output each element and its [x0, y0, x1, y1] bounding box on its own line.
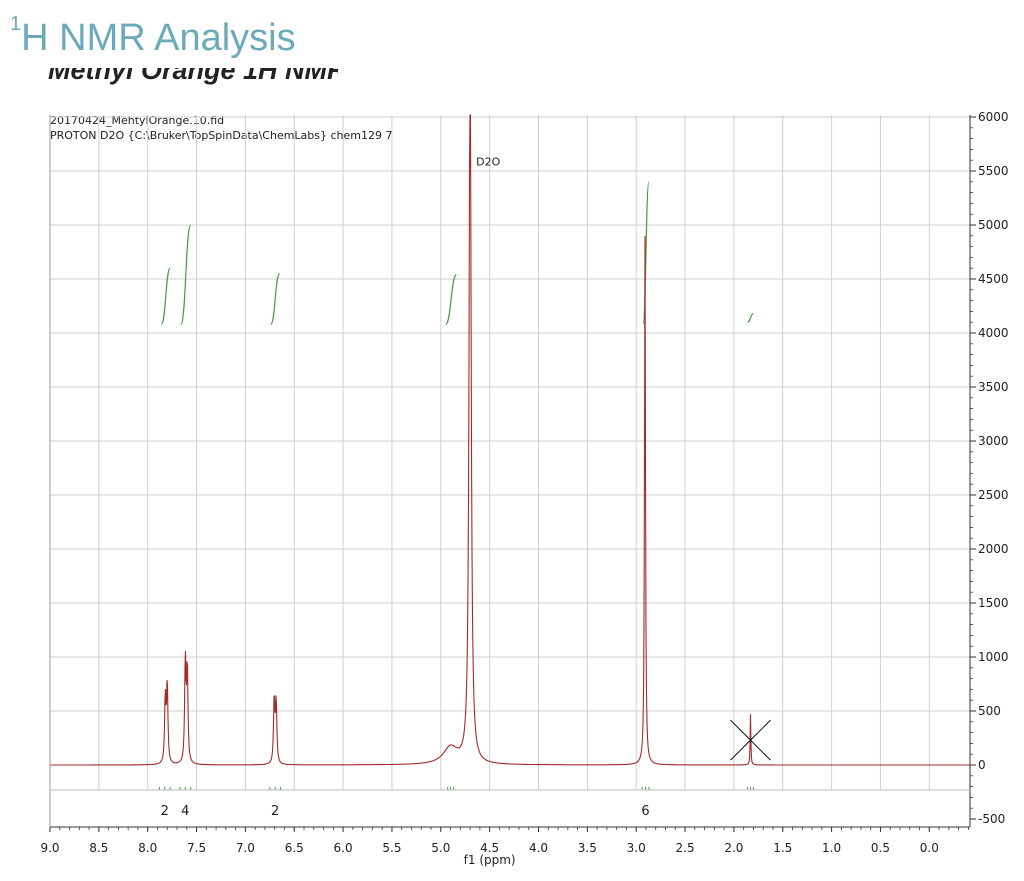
y-tick-label: -500 — [978, 812, 1005, 826]
integral-value-label: 4 — [181, 804, 189, 819]
x-axis-label: f1 (ppm) — [464, 853, 516, 867]
peak-annotation: D2O — [476, 156, 500, 169]
page-title: 1H NMR Analysis — [10, 12, 296, 64]
y-tick-label: 5000 — [978, 218, 1009, 232]
subtitle-clip: Methyl Orange 1H NMR — [48, 68, 338, 92]
title-superscript: 1 — [10, 13, 22, 35]
x-tick-label: 3.0 — [627, 841, 646, 855]
integral-curve — [160, 267, 171, 325]
x-tick-label: 1.5 — [773, 841, 792, 855]
x-tick-label: 8.5 — [89, 841, 108, 855]
x-tick-label: 5.0 — [431, 841, 450, 855]
labels: 9.0 8.5 8.0 7.5 7.0 6.5 6.0 5.5 5.0 4.5 4.0 3.5 3.0 2… — [40, 110, 1008, 867]
integral-value-label: 2 — [271, 804, 279, 819]
x-tick-label: 0.0 — [920, 841, 939, 855]
y-tick-label: 4000 — [978, 326, 1009, 340]
integral-value-label: 6 — [641, 804, 649, 819]
x-tick-label: 9.0 — [40, 841, 59, 855]
x-tick-label: 1.0 — [822, 841, 841, 855]
x-tick-label: 2.0 — [724, 841, 743, 855]
x-tick-label: 2.5 — [676, 841, 695, 855]
y-tick-label: 1000 — [978, 650, 1009, 664]
integral-curve — [747, 312, 754, 323]
grid — [50, 115, 970, 790]
y-tick-label: 3500 — [978, 380, 1009, 394]
y-tick-label: 3000 — [978, 434, 1009, 448]
peak-markers — [158, 719, 771, 791]
y-tick-label: 5500 — [978, 164, 1009, 178]
x-tick-label: 4.0 — [529, 841, 548, 855]
x-tick-label: 0.5 — [871, 841, 890, 855]
x-tick-label: 8.0 — [138, 841, 157, 855]
spectrum-line — [50, 114, 970, 766]
title-text: H NMR Analysis — [21, 17, 296, 59]
x-tick-label: 6.5 — [285, 841, 304, 855]
y-tick-label: 1500 — [978, 596, 1009, 610]
y-tick-label: 6000 — [978, 110, 1009, 124]
x-tick-label: 4.5 — [480, 841, 499, 855]
x-tick-label: 7.0 — [236, 841, 255, 855]
integral-value-label: 2 — [161, 804, 169, 819]
x-tick-label: 6.0 — [334, 841, 353, 855]
exclusion-cross-line — [730, 719, 771, 761]
spectrum-trace — [50, 114, 970, 766]
integral-curve — [180, 224, 192, 325]
spectrum-parameters: PROTON D2O {C:\Bruker\TopSpinData\ChemLa… — [50, 129, 393, 142]
integral-curves — [160, 181, 754, 325]
integral-curve — [270, 273, 281, 325]
y-tick-label: 0 — [978, 758, 986, 772]
x-tick-label: 3.5 — [578, 841, 597, 855]
x-tick-label: 5.5 — [382, 841, 401, 855]
y-tick-label: 4500 — [978, 272, 1009, 286]
subtitle: Methyl Orange 1H NMR — [48, 68, 338, 85]
integral-curve — [445, 274, 458, 325]
x-tick-label: 7.5 — [187, 841, 206, 855]
y-tick-label: 2500 — [978, 488, 1009, 502]
integral-curve — [642, 181, 650, 325]
y-tick-label: 2000 — [978, 542, 1009, 556]
axes — [49, 115, 976, 832]
y-tick-label: 500 — [978, 704, 1001, 718]
